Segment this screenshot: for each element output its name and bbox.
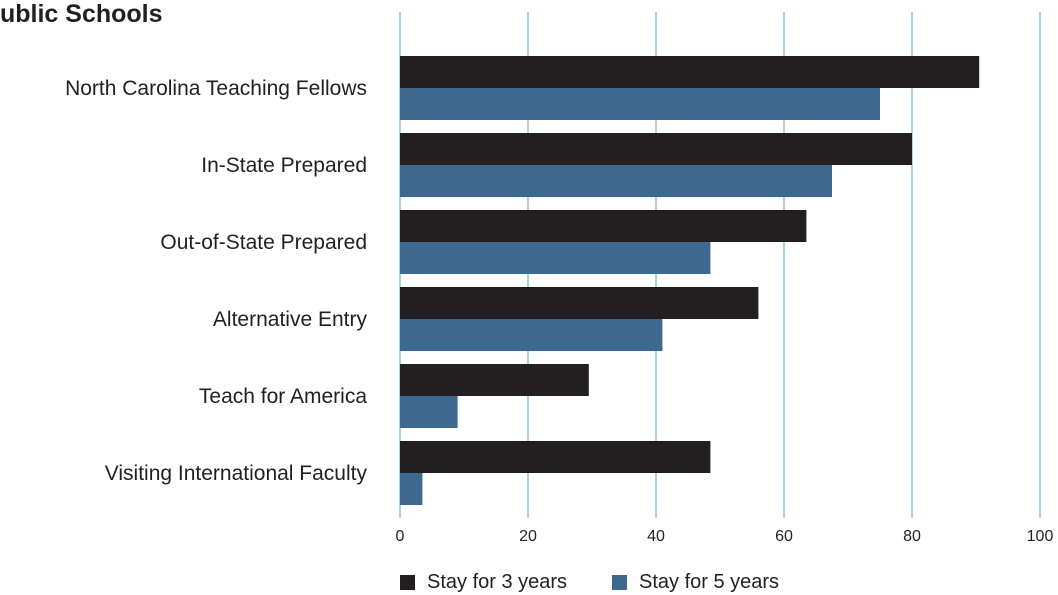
- bar-5yr-0: [400, 88, 880, 120]
- legend-label-5-years: Stay for 5 years: [639, 571, 780, 593]
- category-label-3: Alternative Entry: [213, 308, 368, 331]
- bar-3yr-1: [400, 133, 912, 165]
- bar-3yr-2: [400, 210, 807, 242]
- bar-5yr-4: [400, 396, 458, 428]
- bar-chart: North Carolina Teaching Fellows In-State …: [65, 12, 1054, 545]
- chart-title: ublic Schools: [0, 0, 163, 28]
- bar-3yr-0: [400, 56, 980, 88]
- bar-5yr-1: [400, 165, 832, 197]
- bar-3yr-3: [400, 287, 759, 319]
- bars: [400, 56, 980, 505]
- category-label-0: North Carolina Teaching Fellows: [65, 77, 367, 100]
- bar-3yr-4: [400, 364, 589, 396]
- x-tick-label-40: 40: [647, 528, 665, 545]
- legend-item-5-years: Stay for 5 years: [612, 571, 779, 594]
- x-tick-label-100: 100: [1027, 528, 1054, 545]
- legend-swatch-5-years: [612, 575, 627, 590]
- bar-5yr-3: [400, 319, 663, 351]
- legend-label-3-years: Stay for 3 years: [427, 571, 568, 593]
- x-tick-label-0: 0: [396, 528, 405, 545]
- category-label-5: Visiting International Faculty: [105, 462, 368, 485]
- bar-5yr-2: [400, 242, 711, 274]
- bar-5yr-5: [400, 473, 423, 505]
- bar-3yr-5: [400, 441, 711, 473]
- category-label-2: Out-of-State Prepared: [160, 231, 367, 254]
- x-axis-ticks: 0 20 40 60 80 100: [396, 528, 1054, 545]
- legend-item-3-years: Stay for 3 years: [400, 571, 567, 594]
- x-tick-label-60: 60: [775, 528, 793, 545]
- x-tick-label-20: 20: [519, 528, 537, 545]
- category-label-4: Teach for America: [199, 385, 367, 408]
- category-label-1: In-State Prepared: [201, 154, 367, 177]
- legend-swatch-3-years: [400, 575, 415, 590]
- category-labels: North Carolina Teaching Fellows In-State …: [65, 77, 367, 485]
- x-tick-label-80: 80: [903, 528, 921, 545]
